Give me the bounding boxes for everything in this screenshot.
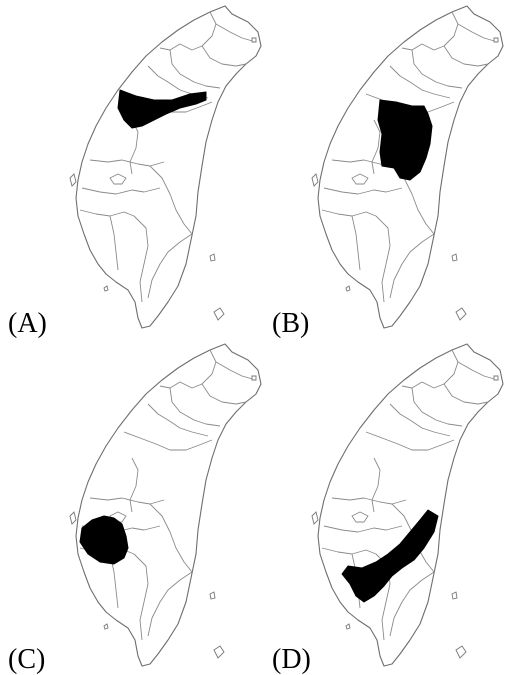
taiwan-map-d xyxy=(311,343,504,667)
map-d xyxy=(262,340,512,670)
label-b: (B) xyxy=(272,308,310,339)
taiwan-map-b xyxy=(311,5,504,329)
taiwan-map-a xyxy=(69,5,262,329)
label-a: (A) xyxy=(8,308,47,339)
map-c xyxy=(20,340,270,670)
label-c: (C) xyxy=(8,644,46,675)
taiwan-map-c xyxy=(69,343,262,667)
label-d: (D) xyxy=(272,644,311,675)
map-b xyxy=(262,2,512,332)
map-a xyxy=(20,2,270,332)
